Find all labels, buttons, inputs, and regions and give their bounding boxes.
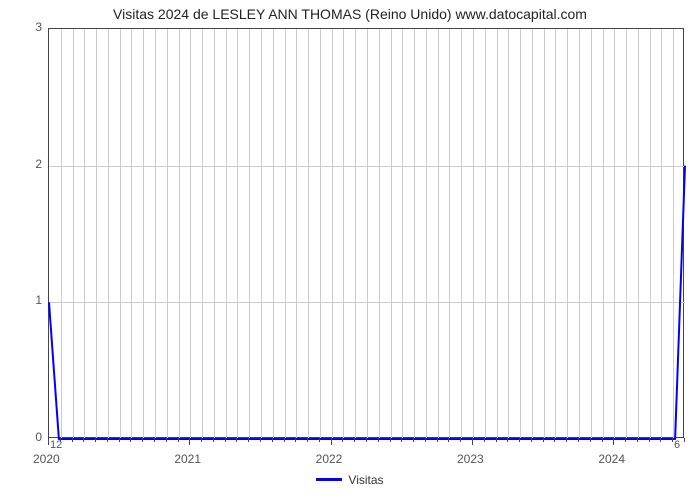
x-major-tick	[48, 438, 49, 445]
x-minor-tick	[95, 438, 96, 442]
x-minor-tick	[83, 438, 84, 442]
x-minor-tick	[684, 438, 685, 442]
x-minor-tick	[107, 438, 108, 442]
x-minor-tick	[307, 438, 308, 442]
series-svg	[49, 29, 685, 439]
x-minor-tick	[342, 438, 343, 442]
x-minor-tick	[519, 438, 520, 442]
x-minor-tick	[319, 438, 320, 442]
x-major-tick	[189, 438, 190, 445]
x-minor-tick	[531, 438, 532, 442]
x-minor-tick	[284, 438, 285, 442]
x-minor-tick	[578, 438, 579, 442]
x-minor-tick	[72, 438, 73, 442]
x-tick-label: 2023	[457, 452, 484, 466]
x-minor-tick	[401, 438, 402, 442]
x-minor-tick	[602, 438, 603, 442]
x-tick-label: 2022	[316, 452, 343, 466]
x-major-tick	[331, 438, 332, 445]
x-minor-tick	[166, 438, 167, 442]
x-minor-tick	[625, 438, 626, 442]
x-minor-tick	[130, 438, 131, 442]
x-minor-tick	[378, 438, 379, 442]
x-major-tick	[472, 438, 473, 445]
end-label: 6	[674, 439, 680, 451]
x-tick-label: 2024	[598, 452, 625, 466]
legend: Visitas	[0, 472, 700, 487]
x-major-tick	[613, 438, 614, 445]
x-minor-tick	[390, 438, 391, 442]
y-tick-label: 2	[35, 157, 42, 171]
plot-area	[48, 28, 684, 438]
x-minor-tick	[566, 438, 567, 442]
series-line	[49, 166, 685, 439]
x-minor-tick	[225, 438, 226, 442]
x-minor-tick	[660, 438, 661, 442]
x-minor-tick	[236, 438, 237, 442]
x-minor-tick	[119, 438, 120, 442]
x-minor-tick	[437, 438, 438, 442]
x-minor-tick	[201, 438, 202, 442]
y-tick-label: 1	[35, 293, 42, 307]
x-minor-tick	[366, 438, 367, 442]
x-tick-label: 2020	[33, 452, 60, 466]
x-minor-tick	[354, 438, 355, 442]
x-minor-tick	[507, 438, 508, 442]
legend-label: Visitas	[348, 473, 383, 487]
x-minor-tick	[260, 438, 261, 442]
x-minor-tick	[649, 438, 650, 442]
legend-swatch	[316, 478, 342, 481]
x-minor-tick	[213, 438, 214, 442]
x-minor-tick	[460, 438, 461, 442]
x-minor-tick	[178, 438, 179, 442]
x-minor-tick	[448, 438, 449, 442]
x-minor-tick	[142, 438, 143, 442]
x-minor-tick	[590, 438, 591, 442]
chart-container: Visitas 2024 de LESLEY ANN THOMAS (Reino…	[0, 0, 700, 500]
x-minor-tick	[154, 438, 155, 442]
x-minor-tick	[554, 438, 555, 442]
x-minor-tick	[484, 438, 485, 442]
x-minor-tick	[295, 438, 296, 442]
x-minor-tick	[496, 438, 497, 442]
chart-title: Visitas 2024 de LESLEY ANN THOMAS (Reino…	[0, 6, 700, 22]
x-minor-tick	[425, 438, 426, 442]
x-minor-tick	[543, 438, 544, 442]
x-tick-label: 2021	[174, 452, 201, 466]
end-label: 12	[50, 439, 62, 451]
x-minor-tick	[413, 438, 414, 442]
x-minor-tick	[637, 438, 638, 442]
x-minor-tick	[248, 438, 249, 442]
y-tick-label: 0	[35, 430, 42, 444]
x-minor-tick	[272, 438, 273, 442]
y-tick-label: 3	[35, 20, 42, 34]
